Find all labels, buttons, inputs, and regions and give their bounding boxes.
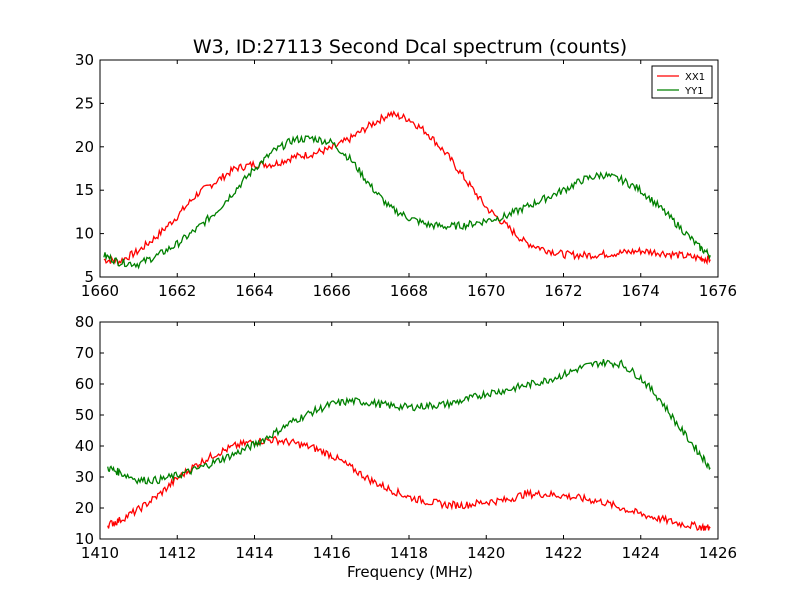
x-tick-label: 1666 (313, 282, 351, 300)
x-axis-label: Frequency (MHz) (347, 563, 473, 581)
y-tick-label: 80 (75, 313, 94, 331)
x-tick-label: 1414 (235, 544, 273, 562)
top-spectrum-panel: 1660 1662 1664 1666 1668 1670 1672 1674 1676 5 10 1… (75, 51, 737, 300)
x-tick-label: 1416 (313, 544, 351, 562)
legend-label-xx1: XX1 (685, 72, 705, 83)
x-tick-label: 1672 (544, 282, 582, 300)
x-tick-label: 1662 (158, 282, 196, 300)
y-tick-label: 25 (75, 94, 94, 112)
legend-box (651, 65, 713, 99)
y-tick-label: 70 (75, 344, 94, 362)
series-line-green (107, 359, 711, 485)
y-tick-label: 30 (75, 51, 94, 69)
y-tick-label: 40 (75, 437, 94, 455)
y-tick-label: 20 (75, 138, 94, 156)
y-tick-label: 10 (75, 225, 94, 243)
x-tick-label: 1664 (235, 282, 273, 300)
chart-title: W3, ID:27113 Second Dcal spectrum (count… (193, 36, 627, 58)
x-tick-label: 1412 (158, 544, 196, 562)
y-tick-label: 5 (84, 268, 94, 286)
series-line-red (107, 435, 711, 531)
x-tick-label: 1426 (699, 544, 737, 562)
y-tick-label: 30 (75, 468, 94, 486)
x-tick-label: 1674 (622, 282, 660, 300)
legend-label-yy1: YY1 (684, 86, 704, 97)
series-line-xx1 (103, 110, 711, 267)
x-tick-label: 1660 (81, 282, 119, 300)
x-tick-label: 1670 (467, 282, 505, 300)
x-tick-label: 1410 (81, 544, 119, 562)
y-tick-label: 20 (75, 499, 94, 517)
x-tick-label: 1422 (544, 544, 582, 562)
x-tick-label: 1420 (467, 544, 505, 562)
x-tick-label: 1424 (622, 544, 660, 562)
series-line-yy1 (103, 134, 711, 270)
bottom-spectrum-panel: 1410 1412 1414 1416 1418 1420 1422 1424 1426 10 20… (75, 313, 737, 562)
x-tick-label: 1668 (390, 282, 428, 300)
y-tick-label: 10 (75, 530, 94, 548)
y-tick-label: 60 (75, 375, 94, 393)
x-tick-label: 1676 (699, 282, 737, 300)
y-tick-label: 15 (75, 181, 94, 199)
x-tick-label: 1418 (390, 544, 428, 562)
y-tick-label: 50 (75, 406, 94, 424)
